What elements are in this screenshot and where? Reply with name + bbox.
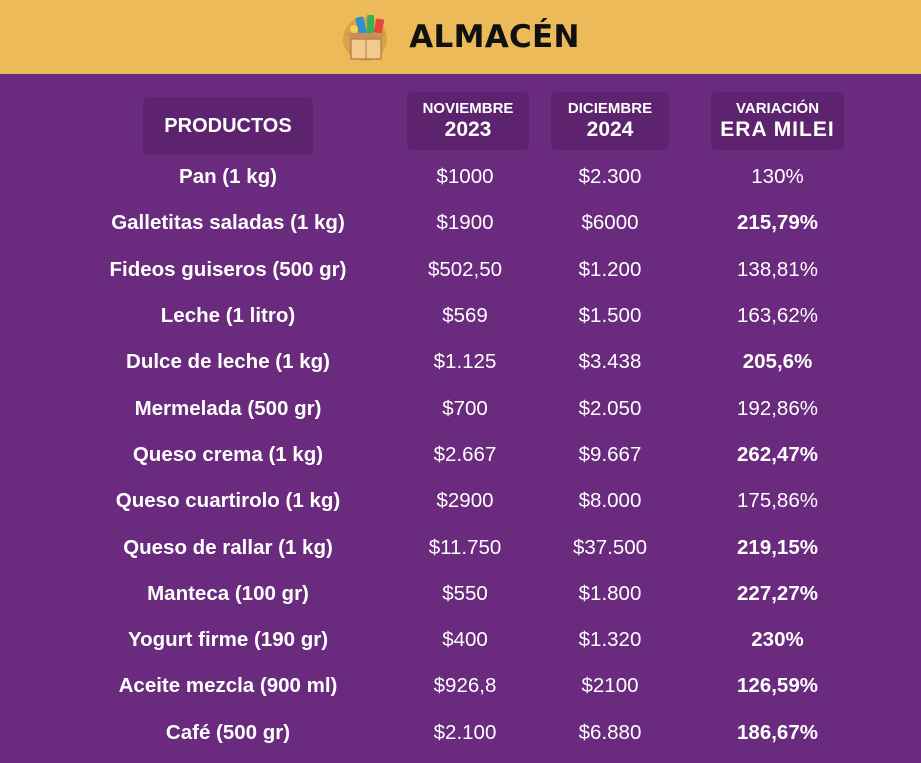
product-name-cell: Café (500 gr) <box>165 720 291 744</box>
header-content: ALMACÉN <box>341 11 580 63</box>
price-nov-2023-cell: $1000 <box>436 165 494 189</box>
column-header-november-2023: NOVIEMBRE 2023 <box>407 92 529 150</box>
variation-cell: 130% <box>751 165 804 189</box>
column-header-var-line2: ERA MILEI <box>720 117 835 141</box>
product-name-cell: Queso cuartirolo (1 kg) <box>115 489 341 513</box>
table-row: Queso cuartirolo (1 kg) $2900 $8.000 175,86… <box>0 478 921 524</box>
price-dic-2024-cell: $1.500 <box>578 304 642 328</box>
price-dic-2024-cell: $3.438 <box>578 350 642 374</box>
price-nov-2023-cell: $2900 <box>436 489 494 513</box>
price-nov-2023-cell: $2.100 <box>433 720 497 744</box>
product-name-cell: Queso de rallar (1 kg) <box>123 535 333 559</box>
column-header-december-2024: DICIEMBRE 2024 <box>551 92 669 150</box>
variation-cell: 186,67% <box>737 720 818 744</box>
price-dic-2024-cell: $2.050 <box>578 396 642 420</box>
price-nov-2023-cell: $2.667 <box>433 442 497 466</box>
variation-cell: 126,59% <box>737 674 818 698</box>
variation-cell: 227,27% <box>737 581 818 605</box>
column-header-nov-year: 2023 <box>444 117 492 141</box>
column-header-dic-year: 2024 <box>586 117 634 141</box>
table-row: Pan (1 kg) $1000 $2.300 130% <box>0 154 921 200</box>
price-nov-2023-cell: $700 <box>442 396 488 420</box>
table-row: Queso crema (1 kg) $2.667 $9.667 262,47% <box>0 432 921 478</box>
price-nov-2023-cell: $11.750 <box>428 535 502 559</box>
price-dic-2024-cell: $1.320 <box>578 628 642 652</box>
table-row: Mermelada (500 gr) $700 $2.050 192,86% <box>0 385 921 431</box>
price-nov-2023-cell: $569 <box>442 304 488 328</box>
table-row: Manteca (100 gr) $550 $1.800 227,27% <box>0 571 921 617</box>
column-header-products: PRODUCTOS <box>143 97 313 155</box>
table-row: Café (500 gr) $2.100 $6.880 186,67% <box>0 710 921 756</box>
price-nov-2023-cell: $926,8 <box>433 674 497 698</box>
price-dic-2024-cell: $1.800 <box>578 581 642 605</box>
variation-cell: 230% <box>751 628 804 652</box>
price-dic-2024-cell: $6000 <box>581 211 639 235</box>
table-row: Leche (1 litro) $569 $1.500 163,62% <box>0 293 921 339</box>
table-row: Queso de rallar (1 kg) $11.750 $37.500 219,… <box>0 524 921 570</box>
table-row: Dulce de leche (1 kg) $1.125 $3.438 205,6% <box>0 339 921 385</box>
column-header-variation: VARIACIÓN ERA MILEI <box>711 92 844 150</box>
product-name-cell: Yogurt firme (190 gr) <box>127 628 329 652</box>
price-nov-2023-cell: $550 <box>442 581 488 605</box>
variation-cell: 205,6% <box>742 350 813 374</box>
variation-cell: 192,86% <box>737 396 818 420</box>
product-name-cell: Manteca (100 gr) <box>147 581 309 605</box>
grocery-box-icon <box>343 15 388 61</box>
table-row: Fideos guiseros (500 gr) $502,50 $1.200 138… <box>0 247 921 293</box>
header-banner: ALMACÉN <box>0 0 921 74</box>
product-name-cell: Mermelada (500 gr) <box>134 396 322 420</box>
table-row: Aceite mezcla (900 ml) $926,8 $2100 126,59% <box>0 663 921 709</box>
price-nov-2023-cell: $502,50 <box>427 257 503 281</box>
variation-cell: 163,62% <box>737 304 818 328</box>
product-name-cell: Pan (1 kg) <box>179 165 277 189</box>
price-dic-2024-cell: $9.667 <box>578 442 642 466</box>
product-name-cell: Galletitas saladas (1 kg) <box>111 211 345 235</box>
variation-cell: 219,15% <box>737 535 818 559</box>
price-dic-2024-cell: $2.300 <box>578 165 642 189</box>
price-nov-2023-cell: $1900 <box>436 211 494 235</box>
variation-cell: 138,81% <box>737 257 818 281</box>
column-header-nov-month: NOVIEMBRE <box>422 100 514 118</box>
column-header-dic-month: DICIEMBRE <box>567 100 653 118</box>
column-header-var-line1: VARIACIÓN <box>735 100 820 118</box>
variation-cell: 215,79% <box>737 211 818 235</box>
variation-cell: 175,86% <box>737 489 818 513</box>
product-name-cell: Dulce de leche (1 kg) <box>126 350 330 374</box>
table-row: Galletitas saladas (1 kg) $1900 $6000 215,7… <box>0 200 921 246</box>
table-row: Yogurt firme (190 gr) $400 $1.320 230% <box>0 617 921 663</box>
product-name-cell: Aceite mezcla (900 ml) <box>118 674 338 698</box>
price-dic-2024-cell: $1.200 <box>578 257 642 281</box>
price-table-body: Pan (1 kg) $1000 $2.300 130% Galletitas sala… <box>0 154 921 756</box>
product-name-cell: Fideos guiseros (500 gr) <box>109 257 347 281</box>
price-nov-2023-cell: $1.125 <box>433 350 497 374</box>
column-header-products-label: PRODUCTOS <box>164 114 292 137</box>
variation-cell: 262,47% <box>737 442 818 466</box>
product-name-cell: Leche (1 litro) <box>160 304 296 328</box>
price-dic-2024-cell: $2100 <box>581 674 639 698</box>
price-nov-2023-cell: $400 <box>442 628 488 652</box>
page-title: ALMACÉN <box>409 19 580 55</box>
price-dic-2024-cell: $8.000 <box>578 489 642 513</box>
price-dic-2024-cell: $37.500 <box>572 535 648 559</box>
product-name-cell: Queso crema (1 kg) <box>132 442 324 466</box>
price-dic-2024-cell: $6.880 <box>578 720 642 744</box>
